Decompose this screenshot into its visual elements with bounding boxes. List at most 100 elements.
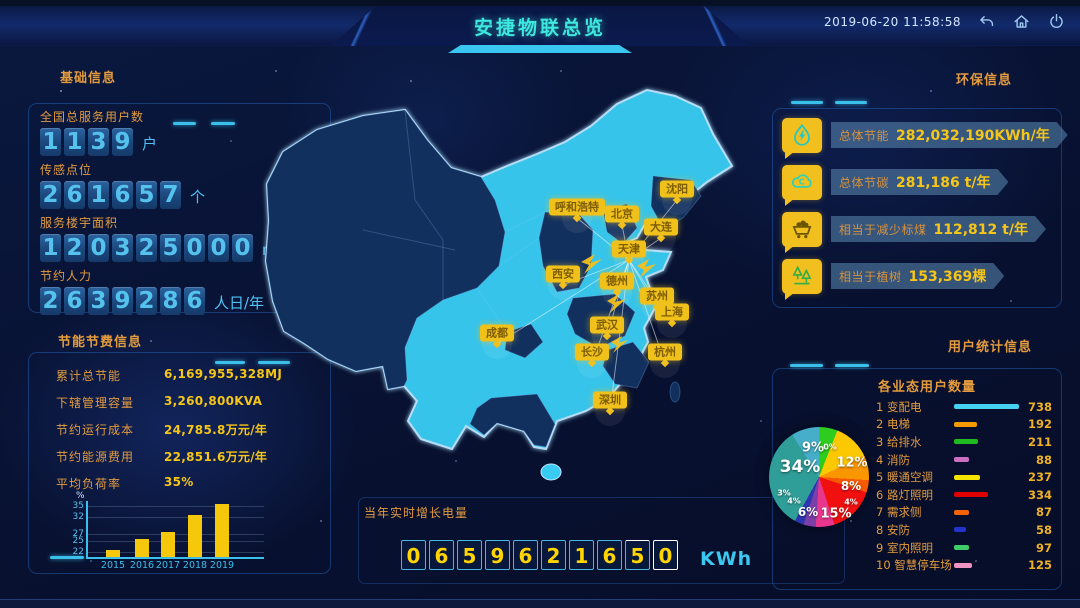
x-axis-label: 2017 — [155, 560, 181, 571]
city-label[interactable]: 上海 — [655, 303, 689, 321]
legend-value: 211 — [1027, 434, 1052, 449]
pie-slice-label: 9% — [801, 440, 825, 456]
city-label[interactable]: 武汉 — [590, 316, 624, 334]
panel-accent-dash — [791, 101, 823, 104]
stat-digit: 6 — [112, 181, 133, 209]
stat-digit: 6 — [184, 287, 205, 315]
legend-row: 7 需求侧 87 — [876, 504, 1052, 522]
city-label[interactable]: 成都 — [480, 324, 514, 342]
energy-row-value: 22,851.6万元/年 — [164, 450, 268, 464]
power-icon[interactable] — [1047, 12, 1066, 31]
pie-slice-label: 6% — [797, 505, 819, 519]
stat-digit: 2 — [40, 287, 61, 315]
energy-row: 平均负荷率 35% — [56, 475, 308, 492]
chart-y-unit: % — [76, 491, 85, 501]
gridline — [88, 541, 264, 543]
stat-digit: 6 — [64, 287, 85, 315]
legend-value: 58 — [1035, 522, 1052, 537]
tree-planting-icon — [782, 258, 822, 300]
legend-label: 4 消防 — [876, 452, 910, 467]
province-west-dark — [265, 109, 506, 390]
legend-value: 97 — [1035, 540, 1052, 555]
city-label[interactable]: 杭州 — [648, 343, 682, 361]
china-map: 沈阳呼和浩特 北京 大连天津西安 德州 苏州 上海武汉 成都长沙 杭州深圳 — [255, 80, 775, 500]
panel-accent-dash — [50, 556, 84, 559]
pie-slice-label: 34% — [779, 457, 821, 477]
city-label[interactable]: 德州 — [600, 272, 634, 290]
legend-row: 8 安防 58 — [876, 521, 1052, 539]
energy-row: 累计总节能 6,169,955,328MJ — [56, 367, 308, 384]
energy-row-label: 下辖管理容量 — [56, 396, 135, 410]
stat-digit: 0 — [88, 234, 109, 262]
stat-digit: 1 — [64, 128, 85, 156]
city-label[interactable]: 深圳 — [593, 391, 627, 409]
stat-digit: 2 — [136, 287, 157, 315]
city-marker — [612, 287, 622, 297]
stat-value: 2 6 3 9 2 8 6 人日/年 — [40, 287, 325, 315]
home-icon[interactable] — [1012, 12, 1031, 31]
stat-block: 传感点位 2 6 1 6 5 7 个 — [40, 161, 325, 209]
back-icon[interactable] — [977, 12, 996, 31]
legend-value: 237 — [1027, 470, 1052, 485]
legend-row: 3 给排水 211 — [876, 433, 1052, 451]
city-marker — [667, 318, 677, 328]
bar — [161, 532, 175, 557]
city-label[interactable]: 长沙 — [575, 343, 609, 361]
legend-value: 334 — [1027, 487, 1052, 502]
counter-digit: 5 — [457, 540, 482, 570]
header-title-trapezoid: 安捷物联总览 — [330, 6, 750, 46]
counter-digit: 5 — [625, 540, 650, 570]
y-axis-tick: 35 — [72, 501, 84, 512]
city-label[interactable]: 大连 — [644, 218, 678, 236]
taiwan — [669, 381, 681, 403]
stat-digit: 5 — [160, 234, 181, 262]
env-rows: 总体节能 282,032,190KWh/年 C 总体节碳 281,186 t/年 相当于减… — [782, 116, 1054, 304]
footer-band — [0, 599, 1080, 608]
city-label[interactable]: 苏州 — [640, 287, 674, 305]
stat-digit: 3 — [88, 287, 109, 315]
legend-row: 2 电梯 192 — [876, 416, 1052, 434]
city-marker — [624, 255, 634, 265]
stat-digit: 3 — [88, 128, 109, 156]
stat-unit: 个 — [190, 188, 206, 206]
datetime-display: 2019-06-20 11:58:58 — [824, 14, 961, 29]
legend-row: 6 路灯照明 334 — [876, 486, 1052, 504]
stat-label: 服务楼宇面积 — [40, 216, 119, 230]
legend-label: 6 路灯照明 — [876, 487, 933, 502]
legend-label: 10 智慧停车场 — [876, 558, 952, 573]
stat-digit: 9 — [112, 287, 133, 315]
city-label[interactable]: 沈阳 — [660, 180, 694, 198]
env-row-label: 相当于减少标煤 — [839, 222, 927, 237]
env-value-banner: 相当于植树 153,369棵 — [831, 263, 1004, 289]
env-info-title: 环保信息 — [956, 73, 1013, 88]
stat-digit: 5 — [136, 181, 157, 209]
y-axis-tick: 32 — [72, 511, 84, 522]
city-label[interactable]: 北京 — [605, 205, 639, 223]
env-value-banner: 总体节碳 281,186 t/年 — [831, 169, 1008, 195]
env-row: 总体节能 282,032,190KWh/年 — [782, 116, 1054, 159]
counter-digit: 0 — [401, 540, 426, 570]
city-label[interactable]: 呼和浩特 — [549, 198, 605, 216]
realtime-growth-label: 当年实时增长电量 — [364, 506, 469, 520]
city-marker — [558, 280, 568, 290]
stat-unit: 户 — [142, 135, 158, 153]
env-value-banner: 相当于减少标煤 112,812 t/年 — [831, 216, 1046, 242]
stat-digit: 0 — [184, 234, 205, 262]
panel-accent-dash — [173, 122, 196, 125]
city-marker — [492, 339, 502, 349]
counter-digit: 0 — [653, 540, 678, 570]
env-row-label: 总体节碳 — [839, 175, 890, 190]
counter-digit: 9 — [485, 540, 510, 570]
energy-row-label: 累计总节能 — [56, 369, 122, 383]
energy-row-label: 节约能源费用 — [56, 450, 135, 464]
city-label[interactable]: 西安 — [546, 265, 580, 283]
counter-digit: 6 — [513, 540, 538, 570]
city-marker — [605, 406, 615, 416]
stat-label: 节约人力 — [40, 269, 93, 283]
energy-info-panel — [28, 352, 331, 574]
province-guangxi-dark — [469, 393, 556, 448]
city-label[interactable]: 天津 — [612, 240, 646, 258]
